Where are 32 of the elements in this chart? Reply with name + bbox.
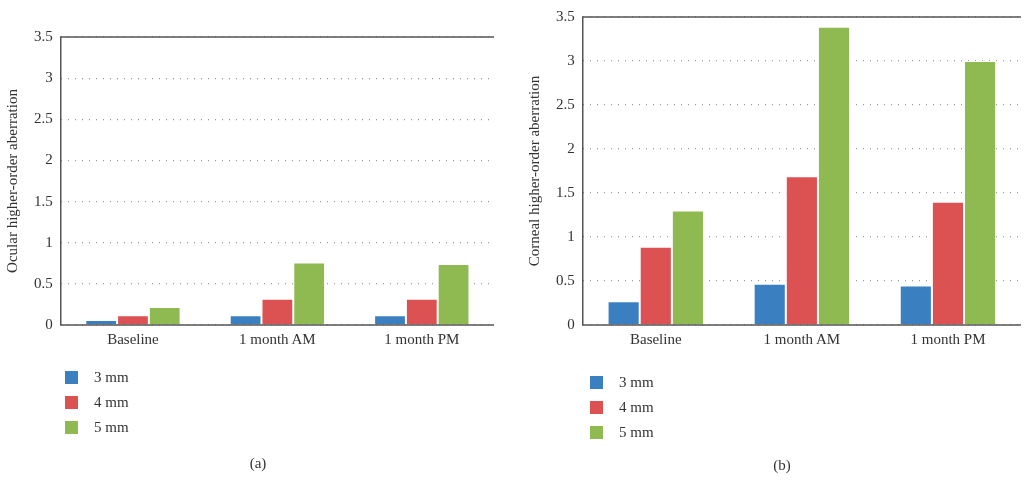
y-tick-label: 2 (567, 139, 575, 156)
y-tick-label: 2 (45, 151, 53, 168)
text: (b) (772, 457, 792, 474)
x-tick-label: 1 month AM (763, 330, 841, 347)
y-tick-label: 0.5 (34, 274, 53, 291)
y-tick-label: 3 (45, 69, 53, 86)
y-tick-label: 0 (567, 315, 575, 332)
x-tick-label: 1 month AM (239, 330, 316, 347)
legend-label: 3 mm (619, 374, 654, 391)
legend-label: 3 mm (94, 369, 129, 386)
y-tick-label: 1 (45, 233, 53, 250)
y-tick-label: 0 (45, 315, 53, 332)
y-tick-label: 3 (567, 51, 575, 68)
y-tick-label: 0.5 (556, 271, 575, 288)
y-tick-label: 2.5 (34, 110, 53, 127)
legend-label: 5 mm (619, 424, 654, 441)
y-tick-label: 2.5 (556, 95, 575, 112)
y-tick-label: 3.5 (556, 7, 575, 24)
text: (a) (248, 455, 268, 472)
legend-label: 4 mm (94, 394, 129, 411)
y-tick-label: 3.5 (34, 27, 53, 44)
y-tick-label: 1.5 (34, 192, 53, 209)
y-axis-title: Ocular higher-order aberration (3, 88, 20, 273)
legend-label: 5 mm (94, 419, 129, 436)
y-tick-label: 1.5 (556, 183, 575, 200)
x-tick-label: 1 month PM (384, 330, 460, 347)
y-tick-label: 1 (567, 227, 575, 244)
x-tick-label: Baseline (107, 330, 160, 347)
y-axis-title: Corneal higher-order aberration (525, 75, 542, 267)
x-tick-label: 1 month PM (910, 330, 986, 347)
legend-label: 4 mm (619, 399, 654, 416)
x-tick-label: Baseline (629, 330, 682, 347)
